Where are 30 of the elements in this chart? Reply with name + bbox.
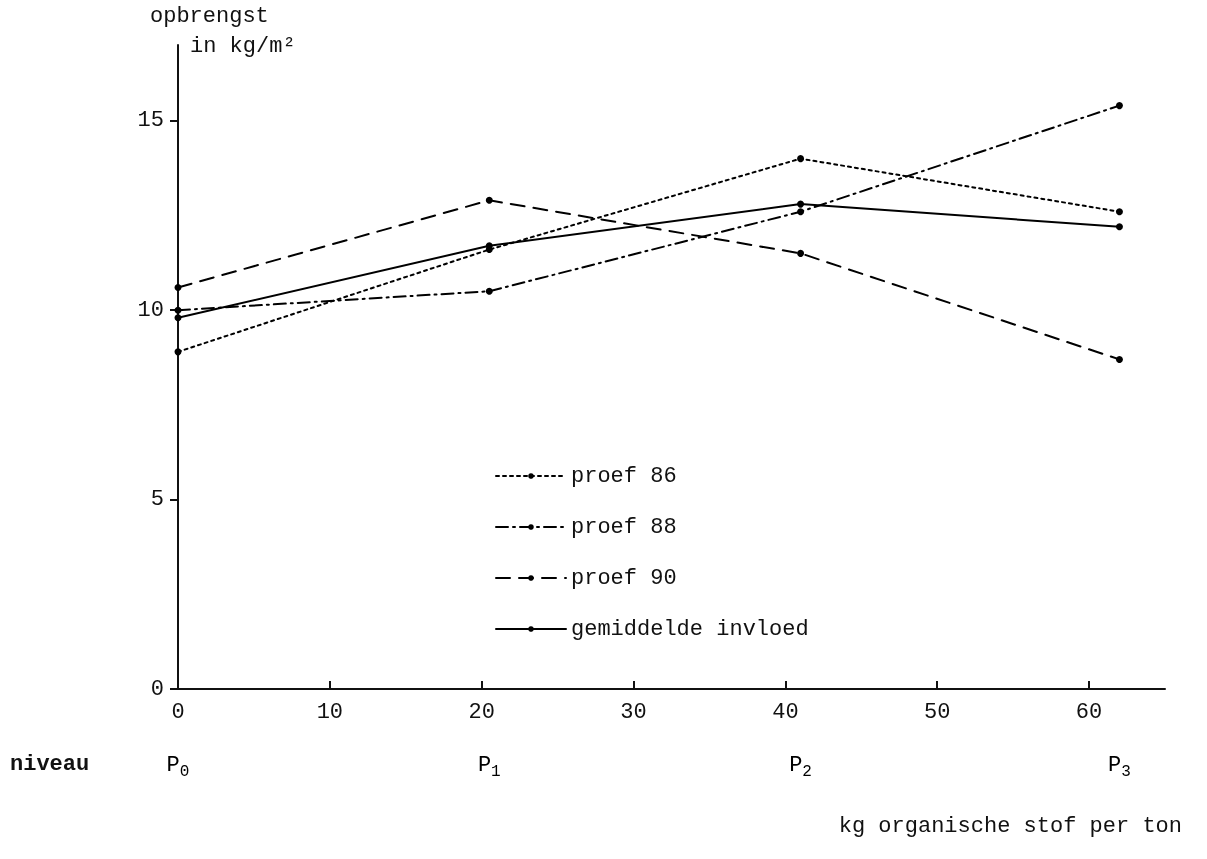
point: [174, 283, 182, 291]
text: niveau: [10, 751, 90, 777]
x-tick-label: 30: [620, 699, 647, 725]
point: [1115, 355, 1123, 363]
y-tick-label: 15: [137, 108, 164, 134]
point: [1115, 223, 1123, 231]
x-tick-label: 0: [171, 699, 185, 725]
x-axis-title: kg organische stof per ton: [838, 813, 1183, 839]
x-tick-label: 20: [468, 699, 495, 725]
point: [797, 155, 805, 163]
point: [174, 314, 182, 322]
legend-label: proef 88: [571, 514, 677, 540]
x-tick-label: 60: [1075, 699, 1103, 725]
legend-label: gemiddelde invloed: [571, 616, 809, 642]
point: [797, 249, 805, 257]
point: [485, 196, 493, 204]
point: [1115, 208, 1123, 216]
y-tick-label: 10: [137, 297, 164, 323]
x-tick-label: 40: [772, 699, 799, 725]
legend-label: proef 86: [571, 463, 677, 489]
x-tick-label: 10: [316, 699, 344, 725]
point: [1115, 102, 1123, 110]
point: [797, 200, 805, 208]
y-tick-label: 5: [150, 487, 164, 513]
point: [485, 287, 493, 295]
point: [797, 208, 805, 216]
legend-label: proef 90: [571, 565, 677, 591]
y-tick-label: 0: [150, 676, 164, 702]
x-tick-label: 50: [924, 699, 951, 725]
y-axis-title: opbrengst in kg/m²: [150, 3, 296, 59]
